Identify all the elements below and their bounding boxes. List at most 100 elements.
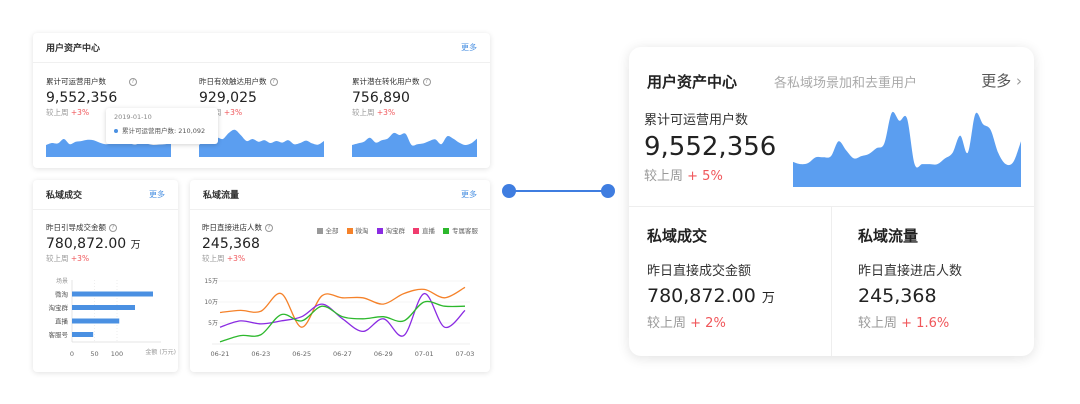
x-tick-label: 100: [111, 350, 123, 358]
series-line[interactable]: [219, 286, 466, 328]
help-icon[interactable]: ?: [269, 77, 278, 86]
legend-swatch-icon: [316, 228, 323, 234]
legend-label: 微淘: [355, 227, 369, 235]
compare-value: + 5%: [687, 169, 723, 184]
metric-label: 累计可运营用户数: [46, 77, 106, 86]
sparkline-chart: [352, 132, 477, 157]
compare-label: 较上周: [352, 108, 375, 117]
section-title: 私域成交: [647, 227, 708, 245]
legend-item[interactable]: 直播: [413, 225, 435, 235]
x-tick-label: 50: [90, 350, 98, 358]
metric-item: 累计可运营用户数? 9,552,356 较上周 +3%: [46, 76, 137, 118]
sparkline-chart: [199, 129, 324, 157]
legend-item[interactable]: 专属客服: [443, 225, 478, 235]
metric-value: 756,890: [352, 90, 410, 106]
x-tick-label: 06-23: [251, 350, 270, 358]
metric-value: 929,025: [199, 90, 257, 106]
y-axis-title: 场景: [56, 277, 68, 285]
y-tick-label: 微淘: [55, 290, 68, 299]
legend-swatch-icon: [346, 228, 353, 234]
x-tick-label: 06-29: [374, 350, 393, 358]
metric-value: 780,872.00: [46, 236, 127, 252]
chevron-right-icon: ›: [1016, 72, 1022, 90]
legend-item[interactable]: 淘宝群: [376, 225, 406, 235]
sparkline-chart: [793, 111, 1021, 187]
compare-value: +3%: [376, 108, 396, 117]
compare-value: +3%: [70, 254, 90, 263]
legend-label: 专属客服: [452, 227, 478, 235]
x-axis-title: 金额 (万元): [145, 348, 176, 356]
y-tick-label: 直播: [55, 317, 69, 326]
more-label: 更多: [981, 72, 1012, 90]
compare-label: 较上周: [647, 316, 687, 331]
x-tick-label: 0: [70, 350, 74, 358]
x-tick-label: 06-25: [292, 350, 311, 358]
chart-tooltip: 2019-01-10 累计可运营用户数: 210,092: [106, 108, 218, 144]
y-tick-label: 客服号: [49, 330, 69, 339]
x-tick-label: 06-21: [211, 350, 230, 358]
metric-label: 累计可运营用户数: [644, 113, 749, 128]
help-icon[interactable]: ?: [109, 223, 117, 232]
section-title: 私域流量: [858, 227, 919, 245]
zoom-card: 用户资产中心 各私域场景加和去重用户 更多 › 累计可运营用户数 9,552,3…: [629, 47, 1034, 356]
sparkline-area: [199, 129, 324, 157]
card-title: 私域成交: [46, 191, 83, 201]
compare-label: 较上周: [858, 316, 898, 331]
help-icon[interactable]: ?: [129, 77, 137, 86]
divider: [629, 206, 1034, 207]
x-tick-label: 07-03: [456, 350, 475, 358]
zoom-card-title: 用户资产中心: [647, 73, 738, 91]
more-link[interactable]: 更多: [461, 190, 477, 199]
metric-label: 昨日引导成交金额: [46, 223, 106, 232]
legend-swatch-icon: [376, 228, 383, 234]
compare-value: + 1.6%: [901, 316, 950, 331]
metric-value: 9,552,356: [644, 132, 777, 162]
deals-section: 私域成交 昨日直接成交金额 780,872.00 万 较上周 + 2%: [647, 225, 775, 331]
card-title: 用户资产中心: [46, 44, 101, 54]
compare-value: +3%: [70, 108, 90, 117]
private-deals-card: 私域成交 更多 昨日引导成交金额? 780,872.00 万 较上周 +3% 场景…: [33, 180, 178, 372]
private-traffic-card: 私域流量 更多 昨日直接进店人数? 245,368 较上周 +3% 全部 微淘 淘宝群…: [190, 180, 490, 372]
legend-label: 淘宝群: [385, 227, 406, 235]
more-link[interactable]: 更多: [149, 190, 165, 199]
bar[interactable]: [72, 332, 94, 337]
help-icon[interactable]: ?: [422, 77, 431, 86]
legend-swatch-icon: [413, 228, 419, 234]
more-link[interactable]: 更多: [461, 43, 477, 52]
metric-value: 245,368: [202, 236, 260, 252]
legend-item[interactable]: 微淘: [346, 225, 369, 235]
y-tick-label: 5万: [208, 320, 218, 327]
chart-legend: 全部 微淘 淘宝群 直播 专属客服: [316, 225, 478, 235]
legend-item[interactable]: 全部: [316, 225, 339, 235]
bar[interactable]: [72, 291, 153, 297]
help-icon[interactable]: ?: [265, 223, 273, 232]
more-link[interactable]: 更多 ›: [981, 70, 1022, 91]
x-tick-label: 07-01: [415, 350, 434, 358]
bar[interactable]: [72, 305, 135, 310]
legend-label: 全部: [325, 227, 339, 235]
legend-label: 直播: [422, 227, 435, 235]
zoom-card-subtitle: 各私域场景加和去重用户: [774, 76, 918, 91]
tooltip-label: 累计可运营用户数:: [122, 127, 177, 135]
compare-value: +3%: [223, 108, 243, 117]
metric-unit: 万: [130, 240, 141, 251]
bar[interactable]: [72, 318, 120, 324]
tooltip-value: 210,092: [178, 127, 206, 135]
sparkline-area: [352, 132, 477, 157]
divider: [831, 207, 832, 356]
metric-value: 245,368: [858, 285, 937, 307]
metric-item: 累计潜在转化用户数? 756,890 较上周 +3%: [352, 76, 431, 118]
y-tick-label: 10万: [204, 299, 218, 306]
metric-label: 累计潜在转化用户数: [352, 77, 420, 86]
user-assets-card: 用户资产中心 更多 累计可运营用户数? 9,552,356 较上周 +3% 昨日有效…: [33, 33, 490, 168]
series-line[interactable]: [219, 300, 466, 343]
legend-swatch-icon: [443, 228, 449, 234]
metric-label: 昨日直接成交金额: [647, 264, 752, 279]
tooltip-date: 2019-01-10: [114, 113, 152, 121]
metric-unit: 万: [761, 291, 775, 306]
compare-label: 较上周: [46, 254, 69, 263]
connector-dot-left: [502, 184, 516, 198]
series-line[interactable]: [219, 292, 466, 337]
sparkline-area: [793, 111, 1021, 187]
compare-label: 较上周: [46, 108, 69, 117]
